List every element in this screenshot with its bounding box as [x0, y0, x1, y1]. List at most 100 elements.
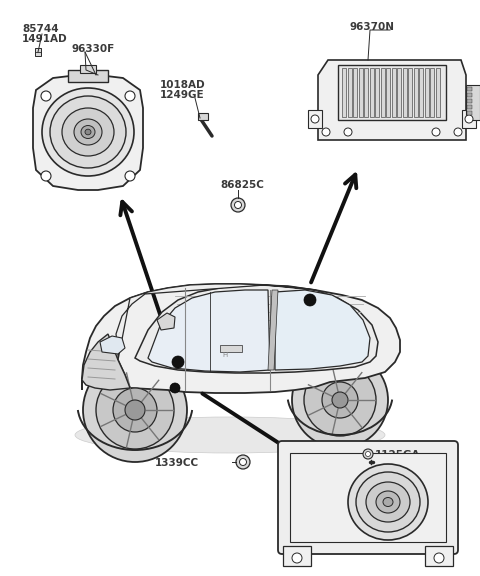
- Ellipse shape: [348, 464, 428, 540]
- Bar: [403, 68, 407, 117]
- Bar: [462, 110, 476, 128]
- Bar: [198, 113, 208, 120]
- Bar: [375, 68, 379, 117]
- Ellipse shape: [62, 108, 114, 156]
- Ellipse shape: [41, 91, 51, 101]
- Bar: [348, 68, 351, 117]
- Ellipse shape: [363, 449, 373, 459]
- Bar: [430, 68, 434, 117]
- Bar: [386, 68, 390, 117]
- Bar: [35, 48, 41, 56]
- Bar: [220, 345, 242, 352]
- Ellipse shape: [366, 482, 410, 522]
- Bar: [342, 68, 346, 117]
- Polygon shape: [318, 60, 466, 140]
- Ellipse shape: [125, 91, 135, 101]
- Polygon shape: [135, 285, 378, 373]
- Bar: [381, 68, 384, 117]
- Text: 1339CC: 1339CC: [155, 458, 199, 468]
- Ellipse shape: [50, 96, 126, 168]
- Ellipse shape: [304, 294, 316, 306]
- Ellipse shape: [383, 498, 393, 506]
- Polygon shape: [82, 284, 400, 393]
- Bar: [467, 93, 472, 97]
- Text: 96330F: 96330F: [72, 44, 115, 54]
- FancyBboxPatch shape: [278, 441, 458, 554]
- Bar: [397, 68, 401, 117]
- Ellipse shape: [42, 88, 134, 176]
- Ellipse shape: [96, 371, 174, 449]
- Ellipse shape: [304, 364, 376, 436]
- Bar: [435, 68, 440, 117]
- Ellipse shape: [454, 128, 462, 136]
- Ellipse shape: [125, 400, 145, 420]
- Text: 1125DA: 1125DA: [375, 460, 420, 470]
- Ellipse shape: [322, 382, 358, 418]
- Text: 1125GA: 1125GA: [375, 450, 420, 460]
- Ellipse shape: [231, 198, 245, 212]
- Bar: [467, 99, 472, 103]
- Polygon shape: [148, 290, 270, 372]
- Bar: [467, 87, 472, 91]
- Ellipse shape: [83, 358, 187, 462]
- Text: 96371: 96371: [385, 472, 421, 482]
- Bar: [290, 453, 446, 542]
- Ellipse shape: [376, 491, 400, 513]
- Ellipse shape: [322, 128, 330, 136]
- Text: 96370N: 96370N: [350, 22, 395, 32]
- Polygon shape: [268, 290, 278, 370]
- Bar: [413, 68, 418, 117]
- Bar: [364, 68, 368, 117]
- Ellipse shape: [292, 553, 302, 563]
- Ellipse shape: [41, 171, 51, 181]
- Ellipse shape: [465, 115, 473, 123]
- Text: 1249GE: 1249GE: [160, 90, 204, 100]
- Text: 1491AD: 1491AD: [22, 34, 68, 44]
- Ellipse shape: [74, 119, 102, 145]
- Ellipse shape: [85, 129, 91, 135]
- Ellipse shape: [236, 455, 250, 469]
- Text: H: H: [222, 352, 228, 358]
- Bar: [353, 68, 357, 117]
- Ellipse shape: [344, 128, 352, 136]
- Bar: [392, 68, 396, 117]
- Polygon shape: [116, 284, 315, 360]
- Ellipse shape: [240, 458, 247, 465]
- Ellipse shape: [172, 356, 184, 368]
- Bar: [467, 111, 472, 115]
- Text: 86825C: 86825C: [220, 180, 264, 190]
- Ellipse shape: [365, 452, 371, 457]
- Bar: [466, 85, 480, 120]
- Bar: [338, 65, 446, 120]
- Polygon shape: [100, 336, 125, 354]
- Ellipse shape: [170, 383, 180, 393]
- Bar: [467, 105, 472, 109]
- Ellipse shape: [81, 126, 95, 138]
- Bar: [419, 68, 423, 117]
- Ellipse shape: [432, 128, 440, 136]
- Bar: [283, 546, 311, 566]
- Bar: [308, 110, 322, 128]
- Bar: [425, 546, 453, 566]
- Ellipse shape: [125, 171, 135, 181]
- Bar: [424, 68, 429, 117]
- Ellipse shape: [75, 417, 385, 453]
- Ellipse shape: [356, 472, 420, 532]
- Ellipse shape: [113, 388, 157, 432]
- Ellipse shape: [235, 202, 241, 209]
- Text: 85744: 85744: [22, 24, 59, 34]
- Ellipse shape: [332, 392, 348, 408]
- Text: 1018AD: 1018AD: [160, 80, 205, 90]
- Bar: [408, 68, 412, 117]
- Polygon shape: [82, 334, 130, 390]
- Ellipse shape: [292, 352, 388, 448]
- Bar: [370, 68, 373, 117]
- Ellipse shape: [434, 553, 444, 563]
- Polygon shape: [33, 75, 143, 190]
- Bar: [359, 68, 362, 117]
- Ellipse shape: [311, 115, 319, 123]
- Bar: [68, 70, 108, 82]
- Polygon shape: [275, 290, 370, 370]
- Polygon shape: [157, 313, 175, 330]
- Bar: [80, 65, 96, 73]
